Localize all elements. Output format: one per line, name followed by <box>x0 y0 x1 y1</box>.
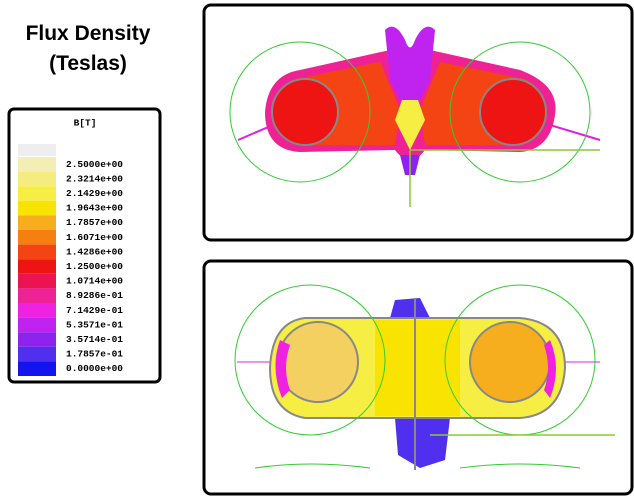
legend-swatch <box>18 172 56 187</box>
legend-label: 1.7857e-01 <box>66 349 123 360</box>
page: Flux Density (Teslas) B[T] 2.5000e+00 2.3… <box>0 0 634 497</box>
figure: Flux Density (Teslas) B[T] 2.5000e+00 2.3… <box>0 0 634 497</box>
legend-swatch <box>18 245 56 260</box>
legend-swatch <box>18 303 56 318</box>
title-line: (Teslas) <box>49 52 127 75</box>
legend-label: 3.5714e-01 <box>66 334 123 345</box>
legend-swatch <box>18 288 56 303</box>
legend-label: 1.7857e+00 <box>66 217 123 228</box>
title-line: Flux Density <box>26 22 151 45</box>
legend-title: B[T] <box>74 118 97 129</box>
legend-swatch <box>18 361 56 376</box>
legend-label: 8.9286e-01 <box>66 290 123 301</box>
legend-label: 2.1429e+00 <box>66 188 123 199</box>
legend-label: 1.4286e+00 <box>66 246 123 257</box>
legend-label: 2.5000e+00 <box>66 159 123 170</box>
legend-swatch <box>18 318 56 333</box>
legend-label: 7.1429e-01 <box>66 305 123 316</box>
legend-swatch <box>18 215 56 230</box>
legend-swatch <box>18 347 56 362</box>
legend-swatch <box>18 186 56 201</box>
legend-swatch <box>18 201 56 216</box>
legend-label: 5.3571e-01 <box>66 319 123 330</box>
legend-swatch <box>18 274 56 289</box>
legend-label: 1.0714e+00 <box>66 276 123 287</box>
legend-label: 0.0000e+00 <box>66 363 123 374</box>
legend-label: 1.6071e+00 <box>66 232 123 243</box>
legend-swatch <box>18 144 56 156</box>
legend-label: 1.2500e+00 <box>66 261 123 272</box>
legend-swatch <box>18 157 56 172</box>
legend-label: 2.3214e+00 <box>66 173 123 184</box>
legend-label: 1.9643e+00 <box>66 203 123 214</box>
legend-swatch <box>18 259 56 274</box>
legend-swatch <box>18 332 56 347</box>
legend-entries: 2.5000e+00 2.3214e+00 2.1429e+00 1.9643e+00… <box>18 157 123 376</box>
legend-swatch <box>18 230 56 245</box>
